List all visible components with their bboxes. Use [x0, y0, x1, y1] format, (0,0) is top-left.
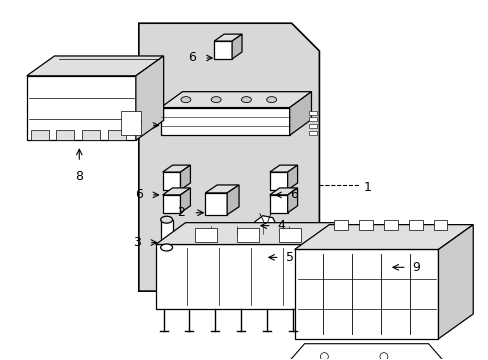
Ellipse shape: [241, 96, 251, 103]
Bar: [108, 130, 126, 140]
Ellipse shape: [161, 216, 172, 223]
Polygon shape: [287, 165, 297, 190]
Bar: [195, 228, 217, 242]
Polygon shape: [269, 188, 297, 195]
Polygon shape: [438, 225, 472, 339]
Bar: [82, 130, 100, 140]
Polygon shape: [232, 34, 242, 59]
Text: 2: 2: [177, 206, 185, 219]
Text: 7: 7: [135, 119, 142, 132]
Polygon shape: [205, 185, 239, 193]
Text: 4: 4: [277, 219, 285, 232]
Circle shape: [320, 353, 327, 360]
Polygon shape: [161, 108, 289, 135]
Bar: [433, 220, 447, 230]
Polygon shape: [205, 193, 226, 215]
Polygon shape: [289, 92, 311, 135]
Polygon shape: [294, 249, 438, 339]
Text: 9: 9: [412, 261, 420, 274]
Ellipse shape: [181, 96, 190, 103]
Bar: [161, 220, 172, 247]
Polygon shape: [161, 92, 311, 108]
Polygon shape: [284, 344, 447, 360]
Bar: [309, 131, 317, 135]
Polygon shape: [136, 56, 163, 140]
Polygon shape: [214, 41, 232, 59]
Ellipse shape: [266, 96, 276, 103]
Polygon shape: [163, 172, 180, 190]
Circle shape: [379, 353, 387, 360]
Polygon shape: [27, 76, 136, 140]
Polygon shape: [269, 195, 287, 213]
Polygon shape: [287, 188, 297, 213]
Polygon shape: [294, 225, 472, 249]
Polygon shape: [155, 244, 314, 309]
Polygon shape: [269, 165, 297, 172]
Ellipse shape: [211, 96, 221, 103]
Bar: [31, 130, 48, 140]
Polygon shape: [180, 165, 190, 190]
Polygon shape: [226, 185, 239, 215]
Polygon shape: [214, 34, 242, 41]
Polygon shape: [155, 223, 344, 244]
Polygon shape: [27, 56, 163, 76]
Text: 1: 1: [364, 181, 371, 194]
Polygon shape: [163, 165, 190, 172]
Polygon shape: [180, 188, 190, 213]
Polygon shape: [139, 23, 319, 291]
Polygon shape: [263, 230, 282, 235]
Polygon shape: [314, 223, 344, 309]
Text: 5: 5: [285, 251, 293, 264]
Bar: [358, 220, 372, 230]
Text: 6: 6: [188, 51, 196, 64]
Polygon shape: [269, 172, 287, 190]
Bar: [278, 228, 300, 242]
Ellipse shape: [161, 244, 172, 251]
Polygon shape: [254, 216, 276, 231]
Polygon shape: [163, 188, 190, 195]
Bar: [309, 125, 317, 129]
Bar: [408, 220, 422, 230]
Text: 3: 3: [133, 236, 141, 249]
Polygon shape: [163, 195, 180, 213]
Bar: [237, 228, 258, 242]
Polygon shape: [263, 235, 274, 262]
Bar: [56, 130, 74, 140]
Text: 8: 8: [75, 170, 83, 183]
Bar: [309, 117, 317, 121]
Bar: [121, 111, 141, 135]
Text: 6: 6: [135, 188, 142, 201]
Text: 6: 6: [289, 188, 297, 201]
Bar: [334, 220, 347, 230]
Polygon shape: [274, 230, 282, 262]
Bar: [309, 111, 317, 114]
Bar: [383, 220, 397, 230]
